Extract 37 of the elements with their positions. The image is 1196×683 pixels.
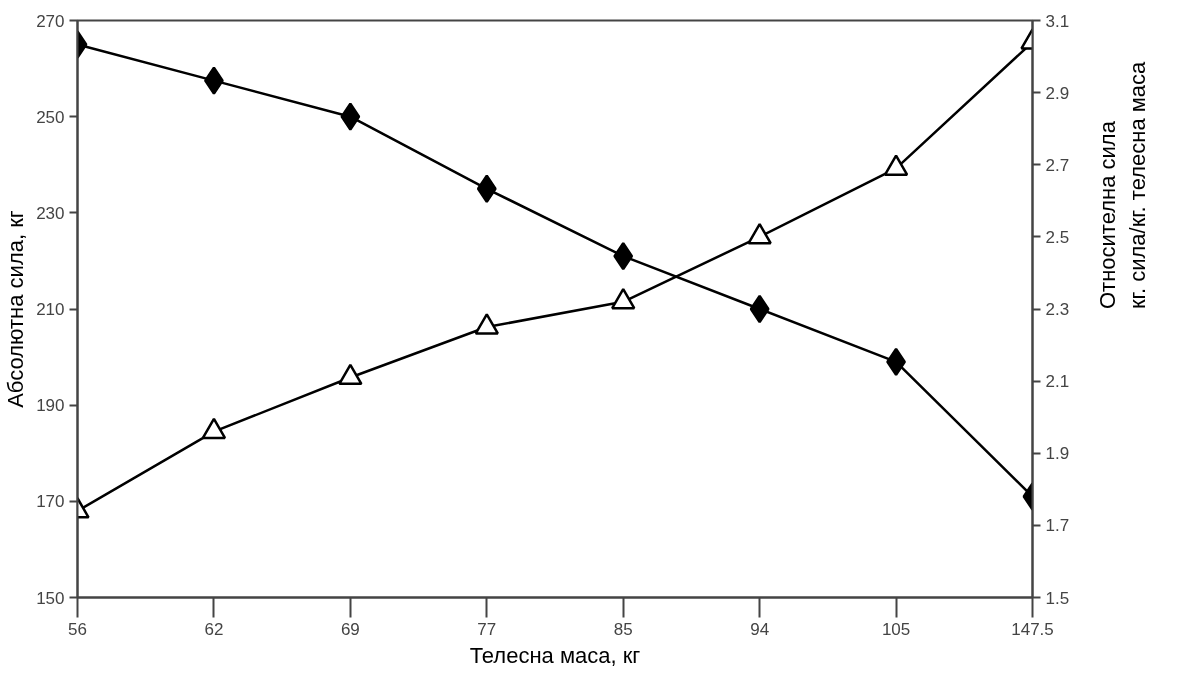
x-tick-label: 69: [340, 619, 360, 639]
y2-tick-label: 1.7: [1045, 516, 1070, 536]
point: [201, 417, 227, 440]
y2-tick-label: 2.1: [1045, 372, 1070, 392]
y2-tick-label: 2.3: [1045, 300, 1070, 319]
point: [749, 294, 770, 324]
point: [338, 363, 363, 386]
point: [883, 154, 909, 176]
y-tick-label: 250: [36, 107, 65, 127]
y-tick-label: 270: [36, 11, 65, 31]
y-tick-label: 190: [36, 396, 65, 416]
point: [747, 222, 772, 245]
y2-axis-title: Относителна сила кг. сила/кг. телесна маса: [1094, 60, 1150, 309]
point: [474, 313, 500, 335]
x-tick-label: 56: [68, 619, 87, 639]
y-tick-label: 150: [36, 588, 65, 608]
x-tick-label: 62: [204, 619, 224, 639]
x-tick-label: 77: [477, 619, 497, 639]
y-tick-label: 230: [36, 203, 65, 223]
x-tick-label: 85: [613, 619, 633, 639]
x-tick-label: 105: [881, 619, 911, 639]
x-tick-label: 94: [750, 619, 770, 639]
point: [613, 241, 634, 271]
y-axis-title: Абсолютна сила, кг: [3, 210, 29, 408]
y2-tick-label: 2.5: [1045, 227, 1070, 247]
y2-tick-label: 1.9: [1045, 444, 1070, 464]
point: [340, 102, 361, 131]
y2-tick-label: 2.7: [1045, 155, 1070, 175]
point: [476, 174, 497, 204]
y2-tick-label: 1.5: [1045, 588, 1070, 608]
point: [610, 287, 636, 310]
y-tick-label: 210: [36, 300, 65, 319]
x-axis-title: Телесна маса, кг: [469, 642, 641, 668]
y2-tick-label: 3.1: [1045, 11, 1070, 31]
x-tick-label: 147.5: [1011, 619, 1054, 639]
y-tick-label: 170: [36, 492, 65, 512]
y2-tick-label: 2.9: [1045, 83, 1070, 103]
